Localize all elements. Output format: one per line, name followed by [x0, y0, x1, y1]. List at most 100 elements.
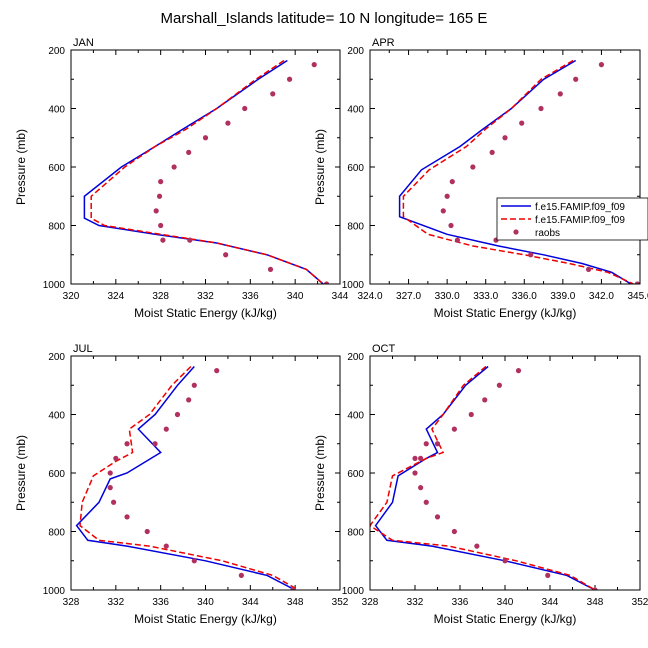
raobs-point — [585, 266, 592, 272]
y-axis-label: Pressure (mb) — [14, 129, 28, 205]
raobs-point — [152, 441, 158, 447]
y-axis-label: Pressure (mb) — [313, 129, 327, 205]
legend-label: raobs — [535, 228, 560, 239]
raobs-point — [454, 237, 461, 243]
raobs-point — [502, 558, 508, 564]
y-tick-label: 200 — [347, 352, 364, 363]
raobs-point — [482, 397, 488, 403]
y-tick-label: 200 — [48, 352, 65, 363]
raobs-point — [186, 149, 192, 155]
y-axis-label: Pressure (mb) — [14, 435, 28, 511]
raobs-point — [153, 208, 159, 214]
series-line-model-2 — [90, 59, 324, 284]
x-tick-label: 344 — [542, 597, 559, 608]
plot-data — [83, 59, 330, 284]
legend-label: f.e15.FAMIP.f09_f09 — [535, 202, 625, 213]
raobs-point — [502, 135, 508, 141]
plot-data — [370, 365, 598, 590]
legend-label: f.e15.FAMIP.f09_f09 — [535, 215, 625, 226]
y-tick-label: 200 — [347, 46, 364, 57]
x-tick-label: 344 — [242, 597, 259, 608]
raobs-point — [573, 76, 579, 82]
x-tick-label: 324 — [107, 291, 124, 302]
x-tick-label: 336.0 — [512, 291, 537, 302]
y-tick-label: 400 — [48, 411, 65, 422]
raobs-point — [267, 266, 274, 272]
panels: JAN 320 324 328 332 336 340 344 200 400 600 800 1000… — [14, 37, 648, 626]
x-tick-label: 324.0 — [357, 291, 382, 302]
y-tick-label: 400 — [347, 105, 364, 116]
panel-title: OCT — [372, 343, 396, 355]
plot-frame — [70, 49, 341, 285]
series-line-model-2 — [79, 365, 299, 590]
raobs-point — [158, 179, 164, 185]
raobs-point — [156, 193, 163, 199]
raobs-point — [113, 455, 119, 461]
x-tick-label: 348 — [287, 597, 304, 608]
x-tick-label: 320 — [63, 291, 80, 302]
y-tick-label: 800 — [48, 528, 65, 539]
x-tick-label: 352 — [332, 597, 349, 608]
x-tick-label: 328 — [362, 597, 379, 608]
raobs-point — [449, 179, 455, 185]
y-tick-label: 600 — [347, 469, 364, 480]
x-tick-label: 340 — [197, 597, 214, 608]
y-tick-label: 1000 — [342, 586, 365, 597]
x-tick-label: 348 — [587, 597, 604, 608]
raobs-point — [323, 281, 330, 284]
figure-title: Marshall_Islands latitude= 10 N longitud… — [161, 10, 488, 27]
x-tick-label: 330.0 — [435, 291, 460, 302]
raobs-point — [423, 441, 429, 447]
x-axis-label: Moist Static Energy (kJ/kg) — [134, 306, 277, 320]
panel-oct: OCT 328 332 336 340 344 348 352 200 400 600 800 1000… — [313, 343, 648, 626]
x-tick-label: 332 — [197, 291, 214, 302]
raobs-point — [163, 543, 169, 549]
raobs-point — [451, 426, 457, 432]
raobs-point — [418, 485, 424, 491]
raobs-point — [634, 281, 640, 284]
plot-frame — [369, 355, 641, 591]
raobs-point — [124, 514, 130, 520]
raobs-point — [474, 543, 480, 549]
raobs-point — [158, 222, 164, 229]
raobs-point — [515, 368, 522, 374]
panel-title: APR — [372, 37, 395, 49]
raobs-point — [124, 441, 130, 447]
y-axis-label: Pressure (mb) — [313, 435, 327, 511]
raobs-point — [107, 470, 113, 476]
raobs-point — [110, 499, 117, 505]
raobs-point — [214, 368, 220, 374]
raobs-point — [434, 514, 441, 520]
raobs-point — [144, 528, 150, 535]
raobs-point — [423, 499, 429, 505]
panel-jul: JUL 328 332 336 340 344 348 352 200 400 600 800 1000… — [14, 343, 349, 626]
raobs-point — [545, 572, 551, 578]
raobs-point — [191, 382, 197, 388]
panel-title: JAN — [73, 37, 94, 49]
panel-jan: JAN 320 324 328 332 336 340 344 200 400 600 800 1000… — [14, 37, 349, 320]
x-tick-label: 340 — [497, 597, 514, 608]
raobs-point — [202, 135, 209, 141]
plot-frame — [369, 49, 641, 285]
x-tick-label: 345.0 — [627, 291, 648, 302]
series-line-model-1 — [83, 59, 324, 284]
raobs-point — [242, 105, 248, 112]
y-tick-label: 200 — [48, 46, 65, 57]
raobs-point — [270, 91, 276, 97]
x-axis-label: Moist Static Energy (kJ/kg) — [434, 612, 577, 626]
x-axis-label: Moist Static Energy (kJ/kg) — [134, 612, 277, 626]
x-axis-label: Moist Static Energy (kJ/kg) — [434, 306, 577, 320]
x-tick-label: 352 — [632, 597, 648, 608]
raobs-point — [470, 164, 476, 170]
series-line-model-2 — [402, 59, 634, 284]
x-tick-label: 328 — [63, 597, 80, 608]
raobs-point — [444, 193, 450, 199]
panel-apr: APR 324.0 327.0 330.0 333.0 336.0 339.0 342.0 34… — [313, 37, 648, 320]
y-tick-label: 1000 — [342, 280, 365, 291]
raobs-point — [223, 252, 229, 258]
raobs-point — [598, 62, 605, 68]
x-tick-label: 327.0 — [396, 291, 421, 302]
raobs-point — [225, 120, 231, 126]
y-tick-label: 400 — [48, 105, 65, 116]
panel-title: JUL — [73, 343, 93, 355]
